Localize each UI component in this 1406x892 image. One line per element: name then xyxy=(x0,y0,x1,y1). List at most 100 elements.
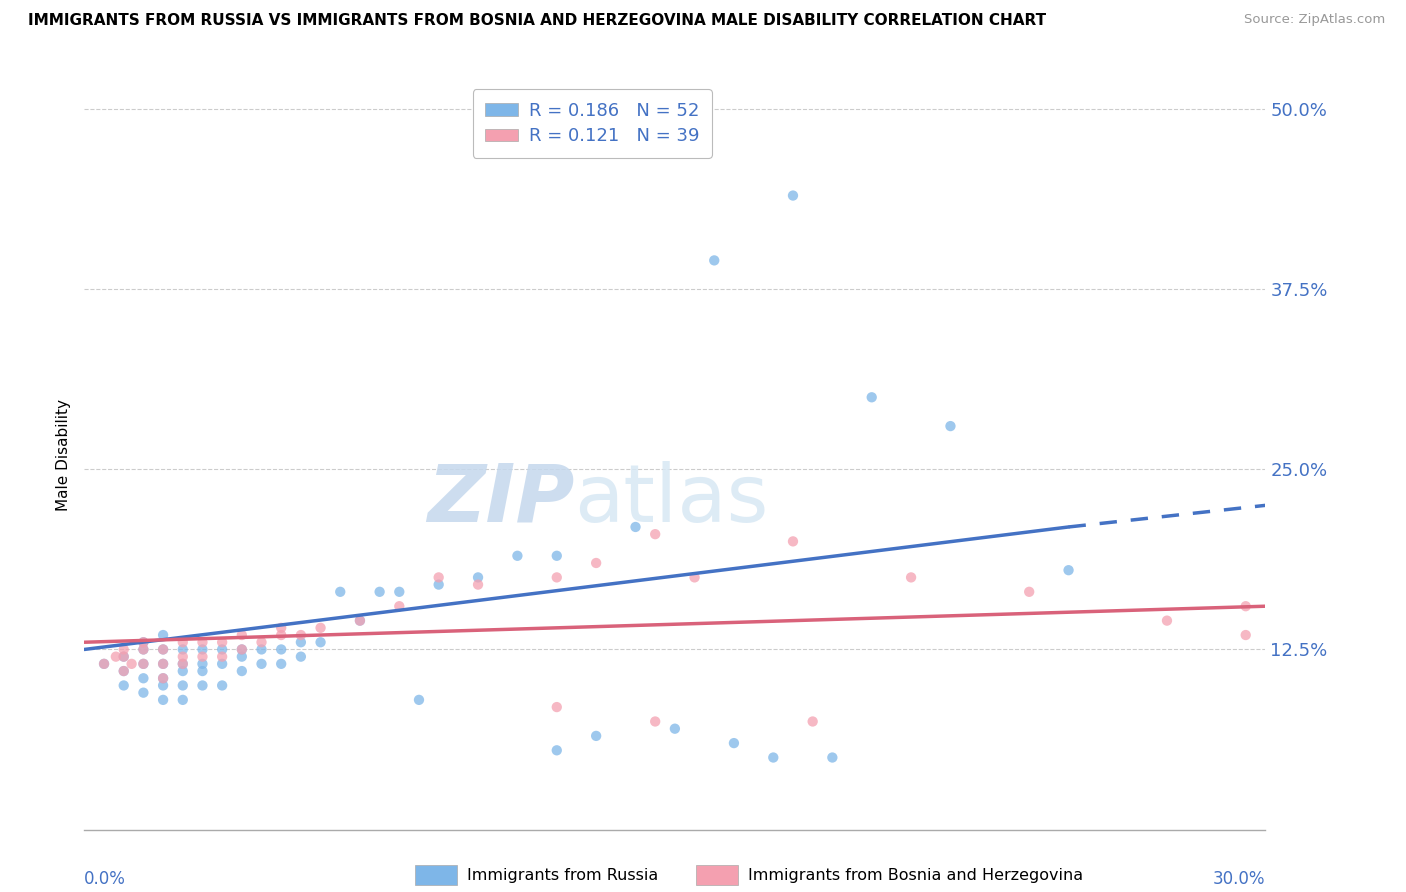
Point xyxy=(104,649,127,664)
Text: Immigrants from Russia: Immigrants from Russia xyxy=(467,868,658,882)
Point xyxy=(231,642,253,657)
Point xyxy=(1234,599,1257,614)
Point xyxy=(152,628,174,642)
Point xyxy=(172,657,194,671)
Point xyxy=(172,693,194,707)
Point xyxy=(624,520,647,534)
Point xyxy=(546,570,568,584)
Point xyxy=(231,664,253,678)
Point xyxy=(368,584,391,599)
Point xyxy=(860,390,883,404)
Point xyxy=(546,743,568,757)
Point xyxy=(546,549,568,563)
Point xyxy=(132,671,155,685)
Point xyxy=(309,635,332,649)
Point xyxy=(290,635,312,649)
Point xyxy=(270,628,292,642)
Point xyxy=(132,642,155,657)
Point xyxy=(231,628,253,642)
Point xyxy=(782,534,804,549)
Point xyxy=(821,750,844,764)
Point xyxy=(703,253,725,268)
Point xyxy=(172,649,194,664)
Point xyxy=(427,577,450,591)
Point xyxy=(152,671,174,685)
Point xyxy=(408,693,430,707)
Point xyxy=(152,657,174,671)
Point xyxy=(290,649,312,664)
Point xyxy=(211,649,233,664)
Point xyxy=(467,570,489,584)
Point xyxy=(467,577,489,591)
Point xyxy=(762,750,785,764)
Point xyxy=(152,693,174,707)
Point xyxy=(900,570,922,584)
Point xyxy=(585,729,607,743)
Text: 30.0%: 30.0% xyxy=(1213,870,1265,888)
Text: Source: ZipAtlas.com: Source: ZipAtlas.com xyxy=(1244,13,1385,27)
Point xyxy=(644,527,666,541)
Point xyxy=(112,642,135,657)
Point xyxy=(664,722,686,736)
Point xyxy=(112,664,135,678)
Point xyxy=(546,700,568,714)
Point xyxy=(132,642,155,657)
Point xyxy=(388,599,411,614)
Point xyxy=(782,188,804,202)
Point xyxy=(172,664,194,678)
Point xyxy=(191,649,214,664)
Point xyxy=(191,664,214,678)
Point xyxy=(191,657,214,671)
Point xyxy=(93,657,115,671)
Point xyxy=(1057,563,1080,577)
Point xyxy=(211,635,233,649)
Point xyxy=(349,614,371,628)
Point xyxy=(723,736,745,750)
Point xyxy=(172,678,194,692)
Y-axis label: Male Disability: Male Disability xyxy=(56,399,72,511)
Point xyxy=(231,649,253,664)
Point xyxy=(172,642,194,657)
Point xyxy=(132,657,155,671)
Point xyxy=(270,657,292,671)
Point xyxy=(152,657,174,671)
Point xyxy=(132,686,155,700)
Point xyxy=(112,649,135,664)
Point xyxy=(270,621,292,635)
Point xyxy=(211,642,233,657)
Point xyxy=(191,678,214,692)
Point xyxy=(152,642,174,657)
Point xyxy=(152,678,174,692)
Point xyxy=(939,419,962,434)
Point xyxy=(644,714,666,729)
Point xyxy=(112,678,135,692)
Point xyxy=(132,657,155,671)
Point xyxy=(172,635,194,649)
Point xyxy=(683,570,706,584)
Point xyxy=(112,649,135,664)
Point xyxy=(309,621,332,635)
Point xyxy=(1018,584,1040,599)
Point xyxy=(152,642,174,657)
Text: Immigrants from Bosnia and Herzegovina: Immigrants from Bosnia and Herzegovina xyxy=(748,868,1083,882)
Point xyxy=(231,642,253,657)
Point xyxy=(250,635,273,649)
Text: atlas: atlas xyxy=(575,461,769,539)
Point xyxy=(132,635,155,649)
Text: 0.0%: 0.0% xyxy=(84,870,127,888)
Point xyxy=(506,549,529,563)
Point xyxy=(152,671,174,685)
Point xyxy=(427,570,450,584)
Point xyxy=(1156,614,1178,628)
Point xyxy=(270,642,292,657)
Point xyxy=(211,657,233,671)
Point xyxy=(121,657,143,671)
Point xyxy=(250,642,273,657)
Point xyxy=(801,714,824,729)
Point xyxy=(211,678,233,692)
Point xyxy=(93,657,115,671)
Point xyxy=(1234,628,1257,642)
Point xyxy=(191,642,214,657)
Point xyxy=(585,556,607,570)
Point xyxy=(191,635,214,649)
